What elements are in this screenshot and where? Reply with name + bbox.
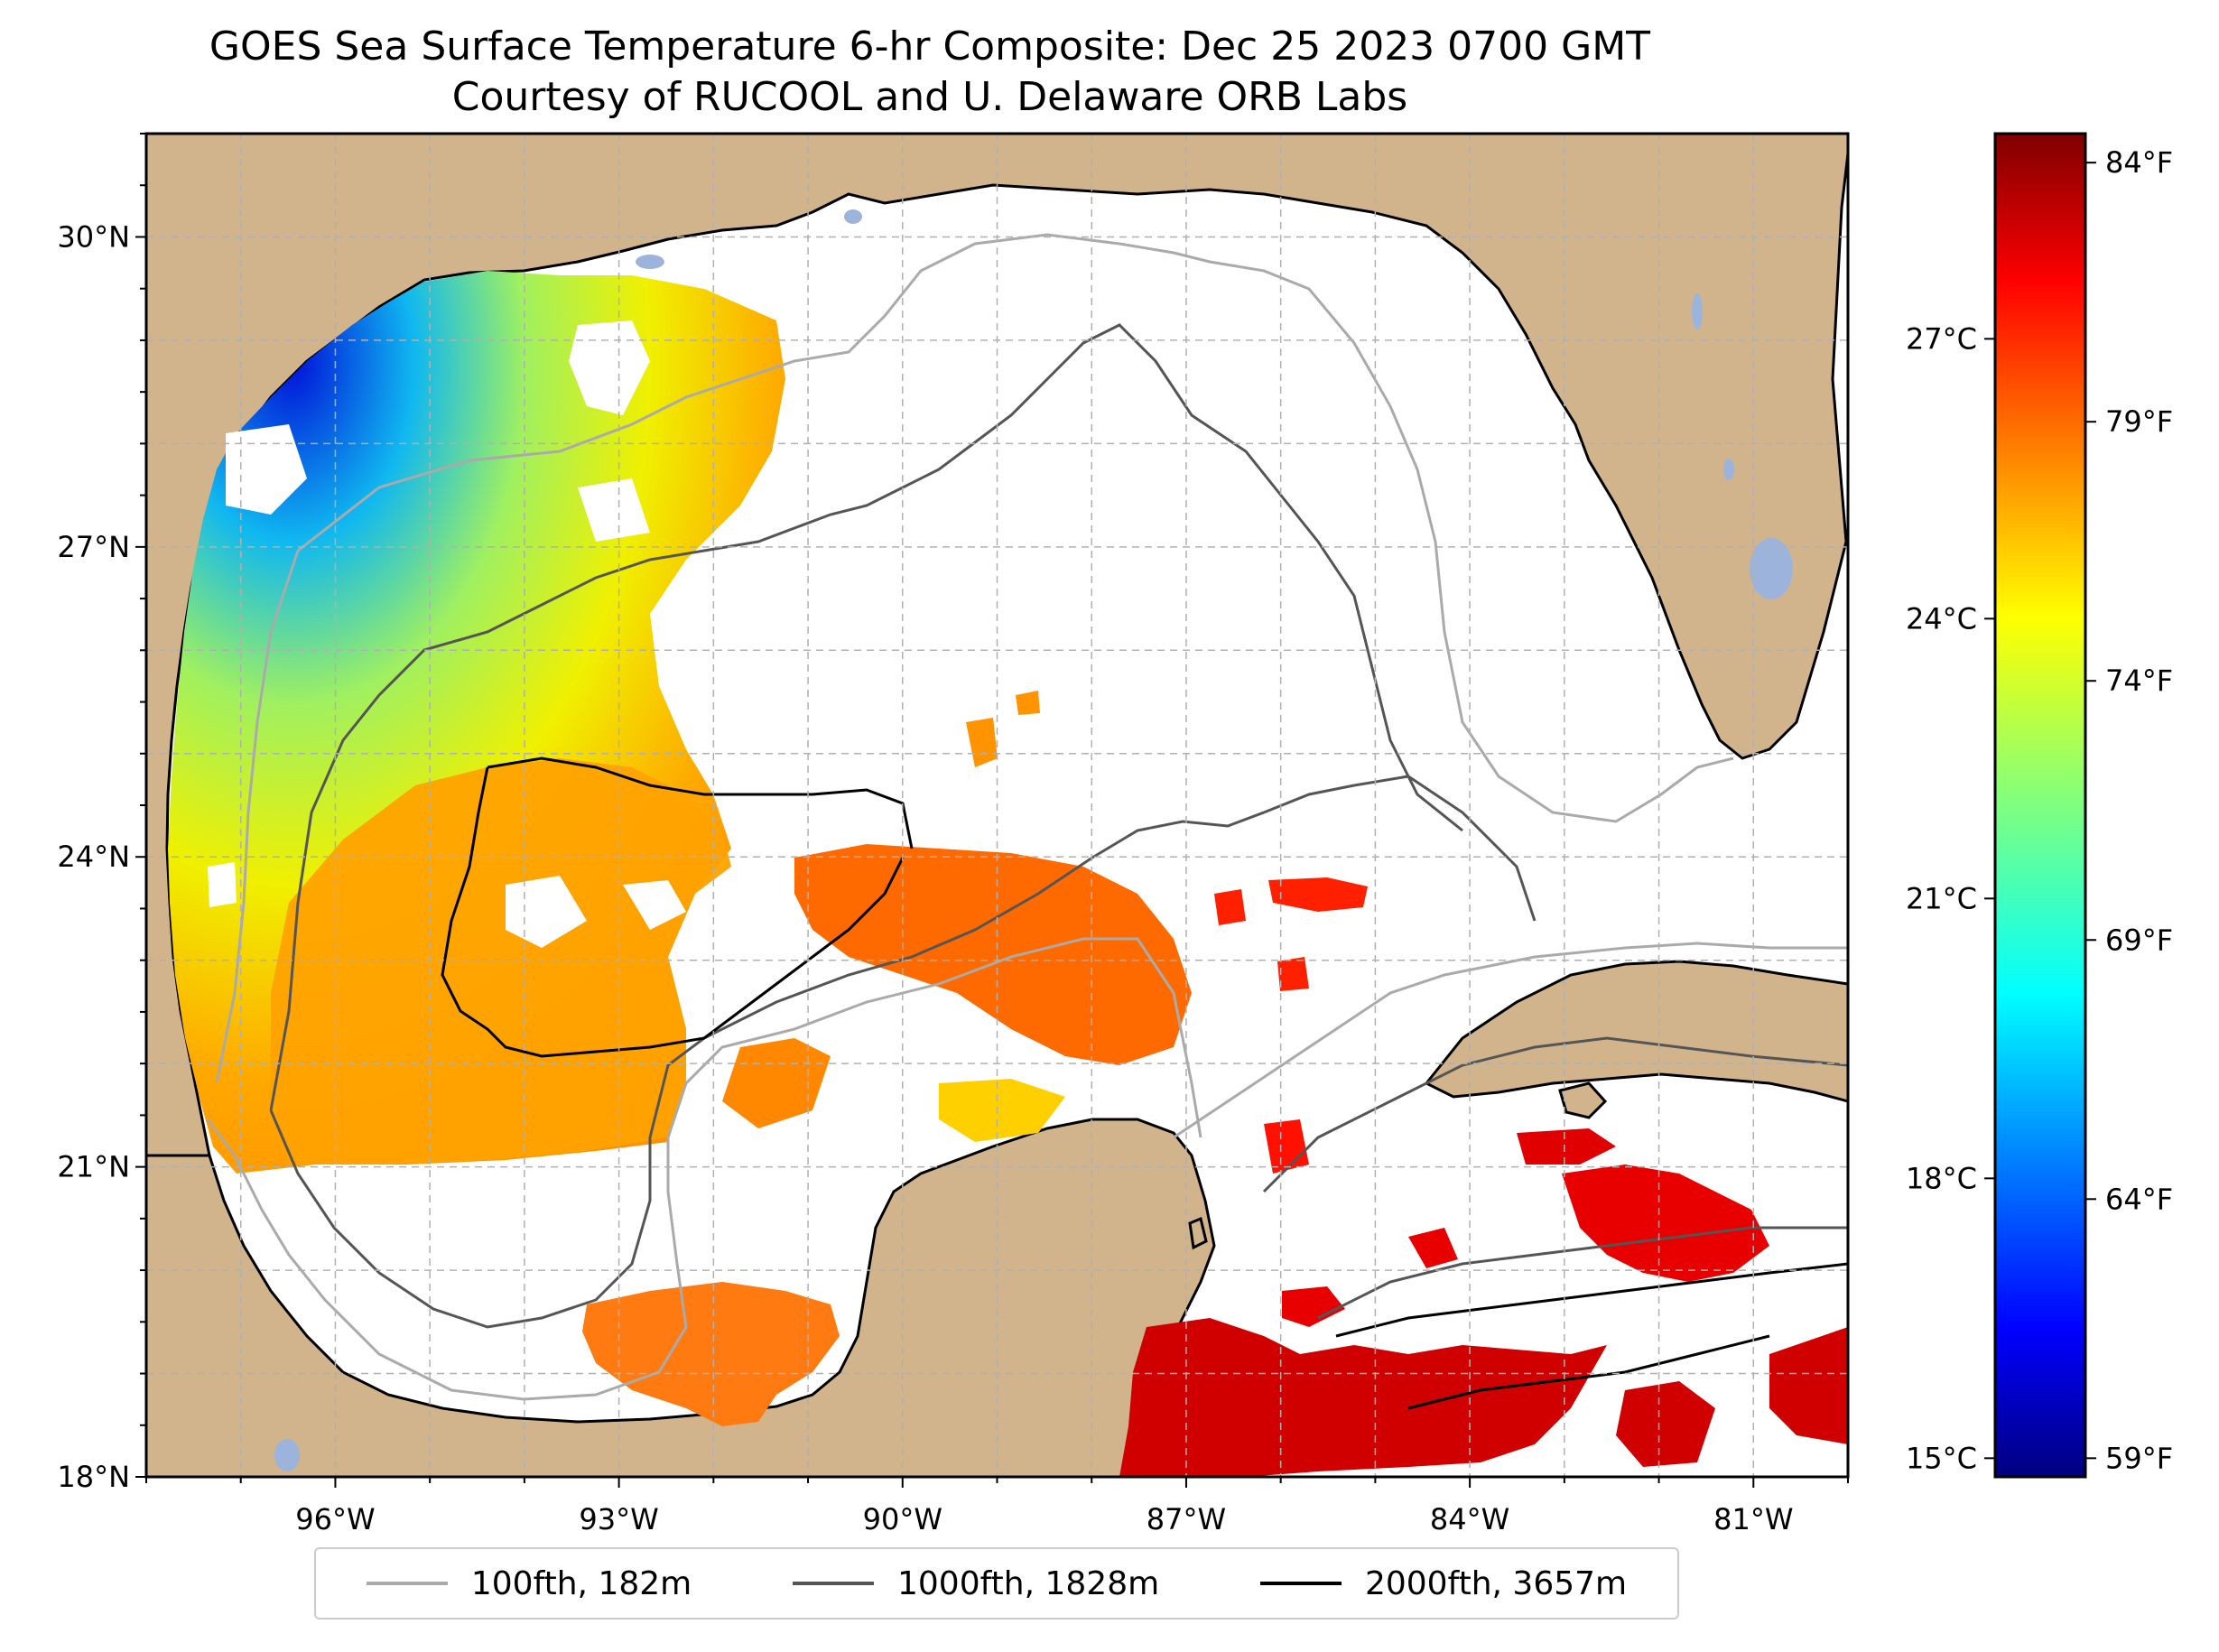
- contour-100fth: [206, 233, 1848, 1401]
- lat-tick-label: 21°N: [57, 1150, 130, 1184]
- cb-f-tick-label: 84°F: [2105, 145, 2173, 180]
- legend-swatch: [366, 1582, 448, 1585]
- cb-f-tick-label: 59°F: [2105, 1441, 2173, 1475]
- lon-tick-label: 84°W: [1430, 1502, 1509, 1536]
- cloud-gaps: [208, 320, 686, 948]
- contour-2000fth: [441, 756, 1848, 1410]
- cb-c-tick-label: 18°C: [1906, 1161, 1977, 1195]
- legend-swatch: [1259, 1582, 1342, 1585]
- bathymetry-legend: 100fth, 182m 1000fth, 1828m 2000fth, 365…: [314, 1547, 1679, 1620]
- cb-f-tick-label: 64°F: [2105, 1182, 2173, 1216]
- cb-c-tick-label: 24°C: [1906, 601, 1977, 636]
- latitude-ticks: 30°N 27°N 24°N 21°N 18°N: [57, 133, 146, 1494]
- lon-tick-label: 93°W: [579, 1502, 658, 1536]
- cb-f-tick-label: 69°F: [2105, 923, 2173, 957]
- legend-swatch: [793, 1582, 874, 1585]
- colorbar: [1993, 132, 2087, 1479]
- lakes: [274, 209, 1793, 1471]
- legend-item-2000fth: 2000fth, 3657m: [1259, 1564, 1628, 1602]
- lon-tick-label: 90°W: [863, 1502, 942, 1536]
- graticule: [146, 134, 1848, 1477]
- longitude-ticks: 96°W 93°W 90°W 87°W 84°W 81°W: [145, 1477, 1849, 1536]
- cb-f-tick-label: 79°F: [2105, 404, 2173, 439]
- lon-tick-label: 96°W: [295, 1502, 375, 1536]
- legend-label: 100fth, 182m: [470, 1564, 692, 1602]
- lat-tick-label: 24°N: [57, 840, 130, 874]
- colorbar-fahrenheit-axis: 84°F 79°F 74°F 69°F 64°F 59°F: [2085, 145, 2173, 1475]
- lat-tick-label: 27°N: [57, 530, 130, 564]
- cb-c-tick-label: 21°C: [1906, 881, 1977, 915]
- land-masses: [146, 134, 1848, 1477]
- chart-subtitle: Courtesy of RUCOOL and U. Delaware ORB L…: [451, 74, 1408, 120]
- lon-tick-label: 81°W: [1713, 1502, 1793, 1536]
- chart-title: GOES Sea Surface Temperature 6-hr Compos…: [209, 23, 1651, 70]
- colorbar-celsius-axis: 27°C 24°C 21°C 18°C 15°C: [1906, 321, 1995, 1475]
- lon-tick-label: 87°W: [1147, 1502, 1226, 1536]
- lat-tick-label: 18°N: [57, 1460, 130, 1494]
- legend-item-100fth: 100fth, 182m: [366, 1564, 692, 1602]
- legend-label: 2000fth, 3657m: [1364, 1564, 1628, 1602]
- lat-tick-label: 30°N: [57, 219, 130, 254]
- cb-c-tick-label: 15°C: [1906, 1441, 1977, 1475]
- cb-c-tick-label: 27°C: [1906, 321, 1977, 356]
- cb-f-tick-label: 74°F: [2105, 664, 2173, 698]
- legend-label: 1000fth, 1828m: [897, 1564, 1160, 1602]
- bathymetry-contours: [206, 233, 1848, 1410]
- legend-item-1000fth: 1000fth, 1828m: [793, 1565, 1159, 1602]
